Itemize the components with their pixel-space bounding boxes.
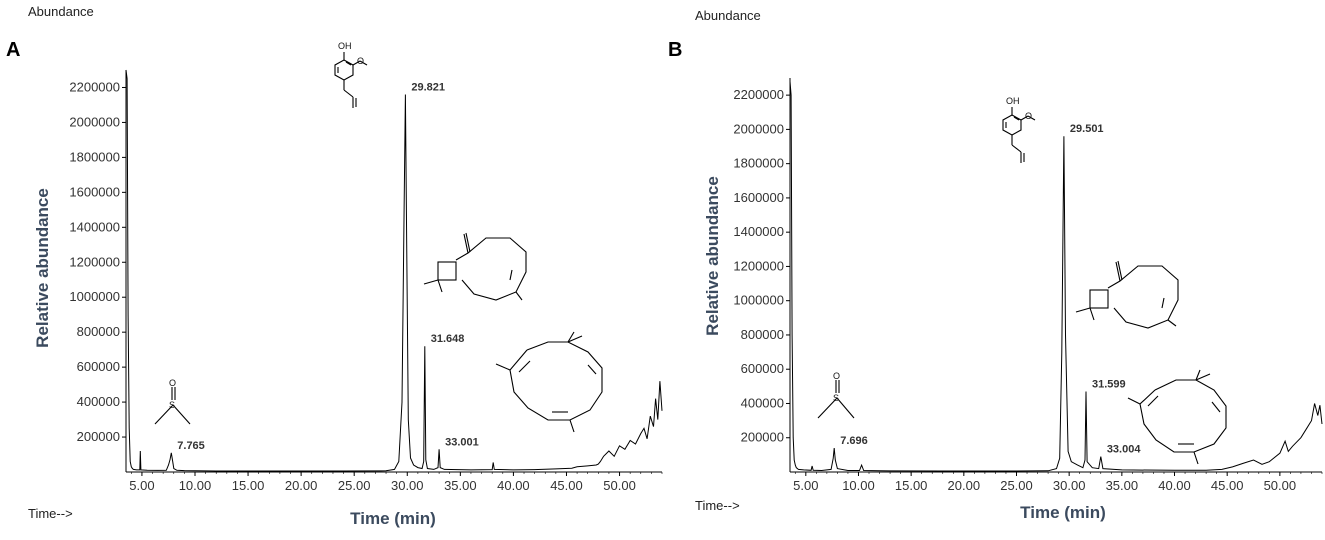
y-tick-label: 2000000 <box>733 121 784 136</box>
y-tick-label: 1800000 <box>69 149 120 164</box>
x-tick-label: 10.00 <box>842 478 875 493</box>
x-axis-title-b: Time (min) <box>1020 503 1106 522</box>
y-tick-label: 1000000 <box>69 289 120 304</box>
eugenol-structure-b <box>1002 107 1036 163</box>
axes-a <box>125 70 662 473</box>
oh-label-b: OH <box>1006 96 1020 106</box>
x-tick-label: 45.00 <box>1211 478 1244 493</box>
peak-label: 7.696 <box>840 435 868 447</box>
y-tick-label: 1800000 <box>733 156 784 171</box>
y-tick-label: 200000 <box>77 429 120 444</box>
y-tick-label: 800000 <box>741 327 784 342</box>
peak-label: 33.004 <box>1107 444 1142 456</box>
dmso-o-label-b: O <box>833 371 840 381</box>
y-axis-title-a: Relative abundance <box>33 188 52 348</box>
x-tick-label: 10.00 <box>179 478 212 493</box>
humulene-structure-a <box>495 331 603 433</box>
series-line-a <box>125 69 663 472</box>
x-tick-label: 15.00 <box>232 478 265 493</box>
x-tick-label: 25.00 <box>1000 478 1033 493</box>
dmso-s-label-a: S <box>169 400 175 410</box>
oh-label-a: OH <box>338 41 352 51</box>
abundance-label-a: Abundance <box>28 4 94 19</box>
x-tick-label: 5.00 <box>129 478 154 493</box>
peak-label: 29.501 <box>1070 123 1104 135</box>
y-tick-label: 2000000 <box>69 114 120 129</box>
dmso-o-label-a: O <box>169 378 176 388</box>
x-tick-label: 35.00 <box>1106 478 1139 493</box>
y-tick-label: 1600000 <box>69 184 120 199</box>
eugenol-structure-a <box>334 52 368 108</box>
time-arrow-label-a: Time--> <box>28 506 73 521</box>
peak-label: 31.599 <box>1092 378 1126 390</box>
peak-label: 29.821 <box>411 81 445 93</box>
o-label-b: O <box>1025 111 1032 121</box>
y-tick-label: 400000 <box>77 394 120 409</box>
humulene-structure-b <box>1127 369 1227 465</box>
y-tick-label: 800000 <box>77 324 120 339</box>
dmso-structure-b <box>817 380 855 419</box>
o-label-a: O <box>357 56 364 66</box>
caryophyllene-structure-b <box>1075 260 1179 329</box>
y-tick-label: 1200000 <box>733 258 784 273</box>
ticks-a: 5.00 10.00 15.00 20.00 25.00 30.00 35.00 40.00 4… <box>69 79 663 493</box>
x-tick-label: 15.00 <box>895 478 928 493</box>
x-tick-label: 5.00 <box>793 478 818 493</box>
y-tick-label: 600000 <box>77 359 120 374</box>
x-tick-label: 50.00 <box>1264 478 1297 493</box>
y-tick-label: 1600000 <box>733 190 784 205</box>
peak-labels-a: 7.765 29.821 31.648 33.001 <box>177 81 479 451</box>
y-tick-label: 200000 <box>741 430 784 445</box>
peak-label: 33.001 <box>445 436 479 448</box>
peak-label: 31.648 <box>431 333 465 345</box>
panel-b: Abundance B Relative abundance Time--> T… <box>668 8 1323 522</box>
x-tick-label: 30.00 <box>1053 478 1086 493</box>
x-tick-label: 50.00 <box>603 478 636 493</box>
y-tick-label: 1400000 <box>733 224 784 239</box>
y-tick-label: 1200000 <box>69 254 120 269</box>
x-tick-label: 45.00 <box>550 478 583 493</box>
peak-label: 7.765 <box>177 440 205 452</box>
dmso-s-label-b: S <box>833 393 839 403</box>
x-tick-label: 20.00 <box>948 478 981 493</box>
panel-label-a: A <box>6 39 20 61</box>
y-tick-label: 2200000 <box>733 87 784 102</box>
y-tick-label: 600000 <box>741 361 784 376</box>
y-tick-label: 2200000 <box>69 79 120 94</box>
dmso-structure-a <box>154 387 191 425</box>
x-tick-label: 20.00 <box>285 478 318 493</box>
x-axis-title-a: Time (min) <box>350 509 436 528</box>
abundance-label-b: Abundance <box>695 8 761 23</box>
x-tick-label: 30.00 <box>391 478 424 493</box>
x-tick-label: 40.00 <box>1158 478 1191 493</box>
y-tick-label: 400000 <box>741 395 784 410</box>
time-arrow-label-b: Time--> <box>695 498 740 513</box>
series-line-b <box>789 81 1323 472</box>
panel-label-b: B <box>668 39 682 61</box>
x-tick-label: 35.00 <box>444 478 477 493</box>
caryophyllene-structure-a <box>423 232 527 301</box>
y-axis-title-b: Relative abundance <box>703 176 722 336</box>
axes-b <box>789 78 1322 473</box>
panel-a: Abundance A Relative abundance Time--> T… <box>6 4 663 528</box>
ticks-b: 5.00 10.00 15.00 20.00 25.00 30.00 35.00 40.00 4… <box>733 87 1323 493</box>
x-tick-label: 25.00 <box>338 478 371 493</box>
y-tick-label: 1000000 <box>733 293 784 308</box>
x-tick-label: 40.00 <box>497 478 530 493</box>
peak-labels-b: 7.696 29.501 31.599 33.004 <box>840 123 1141 455</box>
y-tick-label: 1400000 <box>69 219 120 234</box>
